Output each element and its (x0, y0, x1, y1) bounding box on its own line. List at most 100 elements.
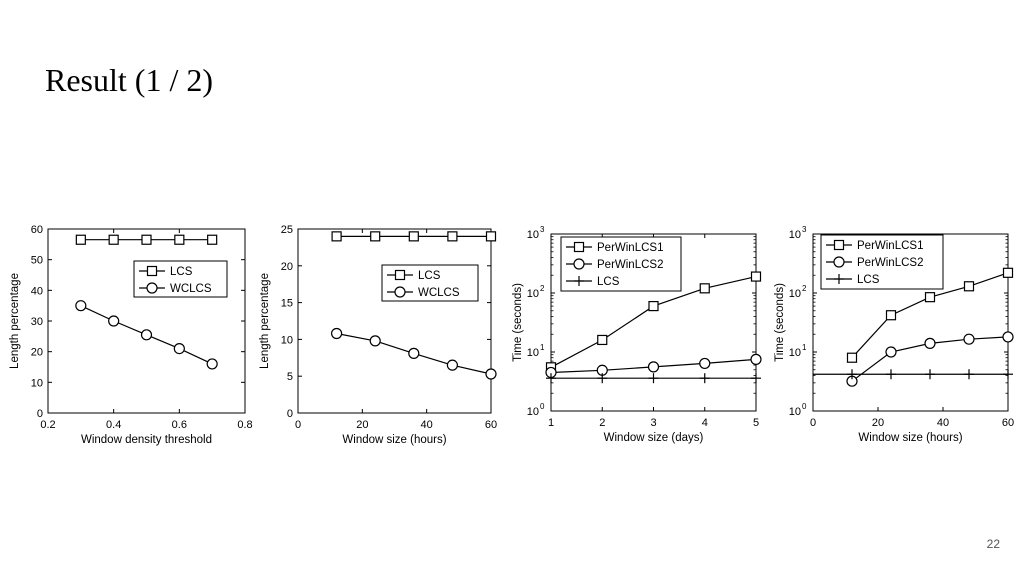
data-point-plus (546, 373, 556, 384)
x-axis-label: Window size (days) (604, 432, 704, 444)
legend-marker (834, 274, 844, 284)
data-point-circle (885, 346, 897, 358)
data-point-plus (847, 369, 857, 380)
legend-label: LCS (170, 266, 193, 278)
data-point-circle (446, 359, 458, 371)
legend-label: PerWinLCS2 (857, 257, 923, 269)
series-perwinlcs1 (846, 267, 1014, 363)
y-axis-label: Length percentage (259, 273, 271, 369)
data-point-circle (924, 337, 936, 349)
data-point-square (846, 352, 858, 363)
y-axis-label: Time (seconds) (774, 283, 786, 362)
legend: PerWinLCS1 PerWinLCS2 LCS (820, 234, 944, 290)
data-point-square (963, 281, 975, 292)
chart-time-vs-window-hours: 0 20 40 60 10 0 10 1 10 2 10 3 Window size (hours) Ti… (765, 215, 1020, 455)
legend-marker (574, 276, 584, 286)
series-lcs (331, 231, 497, 242)
data-point-circle (647, 361, 660, 373)
y-tick-exponent: 1 (540, 343, 545, 352)
y-tick-label: 10 (527, 229, 539, 241)
page-number: 22 (986, 537, 1000, 551)
series-perwinlcs1 (545, 271, 762, 373)
legend-marker (573, 241, 585, 253)
series-perwinlcs2 (846, 331, 1014, 387)
data-point-square (141, 234, 152, 245)
x-tick-label: 0.2 (40, 419, 55, 431)
data-point-square (924, 292, 936, 303)
legend-label: LCS (597, 276, 620, 288)
y-tick-exponent: 2 (540, 284, 545, 293)
legend-label: LCS (857, 274, 880, 286)
slide-title: Result (1 / 2) (45, 62, 213, 98)
data-point-square (331, 231, 342, 242)
data-point-plus (597, 373, 608, 384)
y-tick-exponent: 2 (802, 284, 807, 293)
chart-svg: 0 20 40 60 0 5 10 15 20 25 Window size (hours) Leng… (259, 224, 497, 446)
data-point-plus (886, 369, 896, 380)
x-tick-label: 3 (650, 417, 656, 429)
x-tick-label: 0.4 (106, 419, 121, 431)
y-tick-label: 30 (31, 316, 43, 328)
chart-length-vs-density: 0.2 0.4 0.6 0.8 0 10 20 30 40 50 60 Window density … (0, 215, 260, 455)
legend: LCS WCLCS (133, 260, 228, 298)
data-point-square (174, 234, 185, 245)
data-point-circle (1002, 331, 1014, 343)
y-tick-label: 10 (31, 377, 43, 389)
legend-marker (146, 282, 158, 294)
data-point-circle (485, 368, 497, 380)
data-point-circle (206, 358, 218, 370)
x-axis-label: Window density threshold (81, 434, 212, 446)
data-point-square (485, 231, 497, 242)
data-point-square (648, 300, 659, 312)
series-lcs (546, 373, 761, 384)
data-point-square (447, 231, 458, 242)
data-point-circle (963, 333, 975, 345)
y-tick-exponent: 3 (802, 225, 807, 234)
x-tick-label: 20 (872, 417, 884, 429)
legend-label: PerWinLCS2 (597, 259, 663, 271)
y-tick-label: 20 (31, 347, 43, 359)
data-point-circle (750, 353, 762, 365)
legend-label: PerWinLCS1 (597, 242, 663, 254)
x-tick-label: 0 (810, 417, 816, 429)
x-tick-label: 60 (485, 419, 497, 431)
legend: LCS WCLCS (381, 264, 479, 302)
data-point-square (597, 334, 608, 346)
x-axis-label: Window size (hours) (342, 434, 446, 446)
chart-svg: 0.2 0.4 0.6 0.8 0 10 20 30 40 50 60 Window density … (9, 224, 253, 446)
y-tick-exponent: 3 (540, 225, 545, 234)
x-tick-label: 2 (599, 417, 605, 429)
y-tick-label: 10 (789, 288, 801, 300)
x-tick-label: 4 (702, 417, 708, 429)
chart-time-vs-window-days: 1 2 3 4 5 10 0 10 1 10 2 10 3 Window size (days) Time … (505, 215, 770, 455)
legend-label: LCS (418, 270, 441, 282)
data-point-square (370, 231, 381, 242)
data-point-plus (699, 373, 710, 384)
legend-marker (394, 286, 406, 298)
series-lcs (75, 234, 218, 245)
series-lcs (813, 369, 1013, 380)
y-tick-label: 10 (527, 288, 539, 300)
y-tick-label: 15 (281, 298, 293, 310)
y-tick-label: 10 (527, 406, 539, 418)
data-point-square (750, 271, 762, 282)
x-tick-label: 20 (356, 419, 368, 431)
legend-label: PerWinLCS1 (857, 240, 923, 252)
data-point-square (699, 283, 710, 294)
plot-frame (47, 228, 246, 414)
data-point-circle (108, 315, 120, 327)
x-axis-label: Window size (hours) (858, 432, 962, 444)
data-point-circle (173, 343, 185, 355)
legend-marker (833, 239, 845, 251)
y-tick-label: 10 (527, 347, 539, 359)
data-point-plus (648, 373, 659, 384)
plot-frame (297, 228, 492, 414)
data-point-circle (75, 300, 87, 312)
data-point-square (885, 310, 897, 321)
y-axis-label: Length percentage (9, 273, 21, 369)
data-point-circle (408, 347, 420, 359)
y-tick-label: 40 (31, 285, 43, 297)
y-tick-label: 0 (287, 408, 293, 420)
